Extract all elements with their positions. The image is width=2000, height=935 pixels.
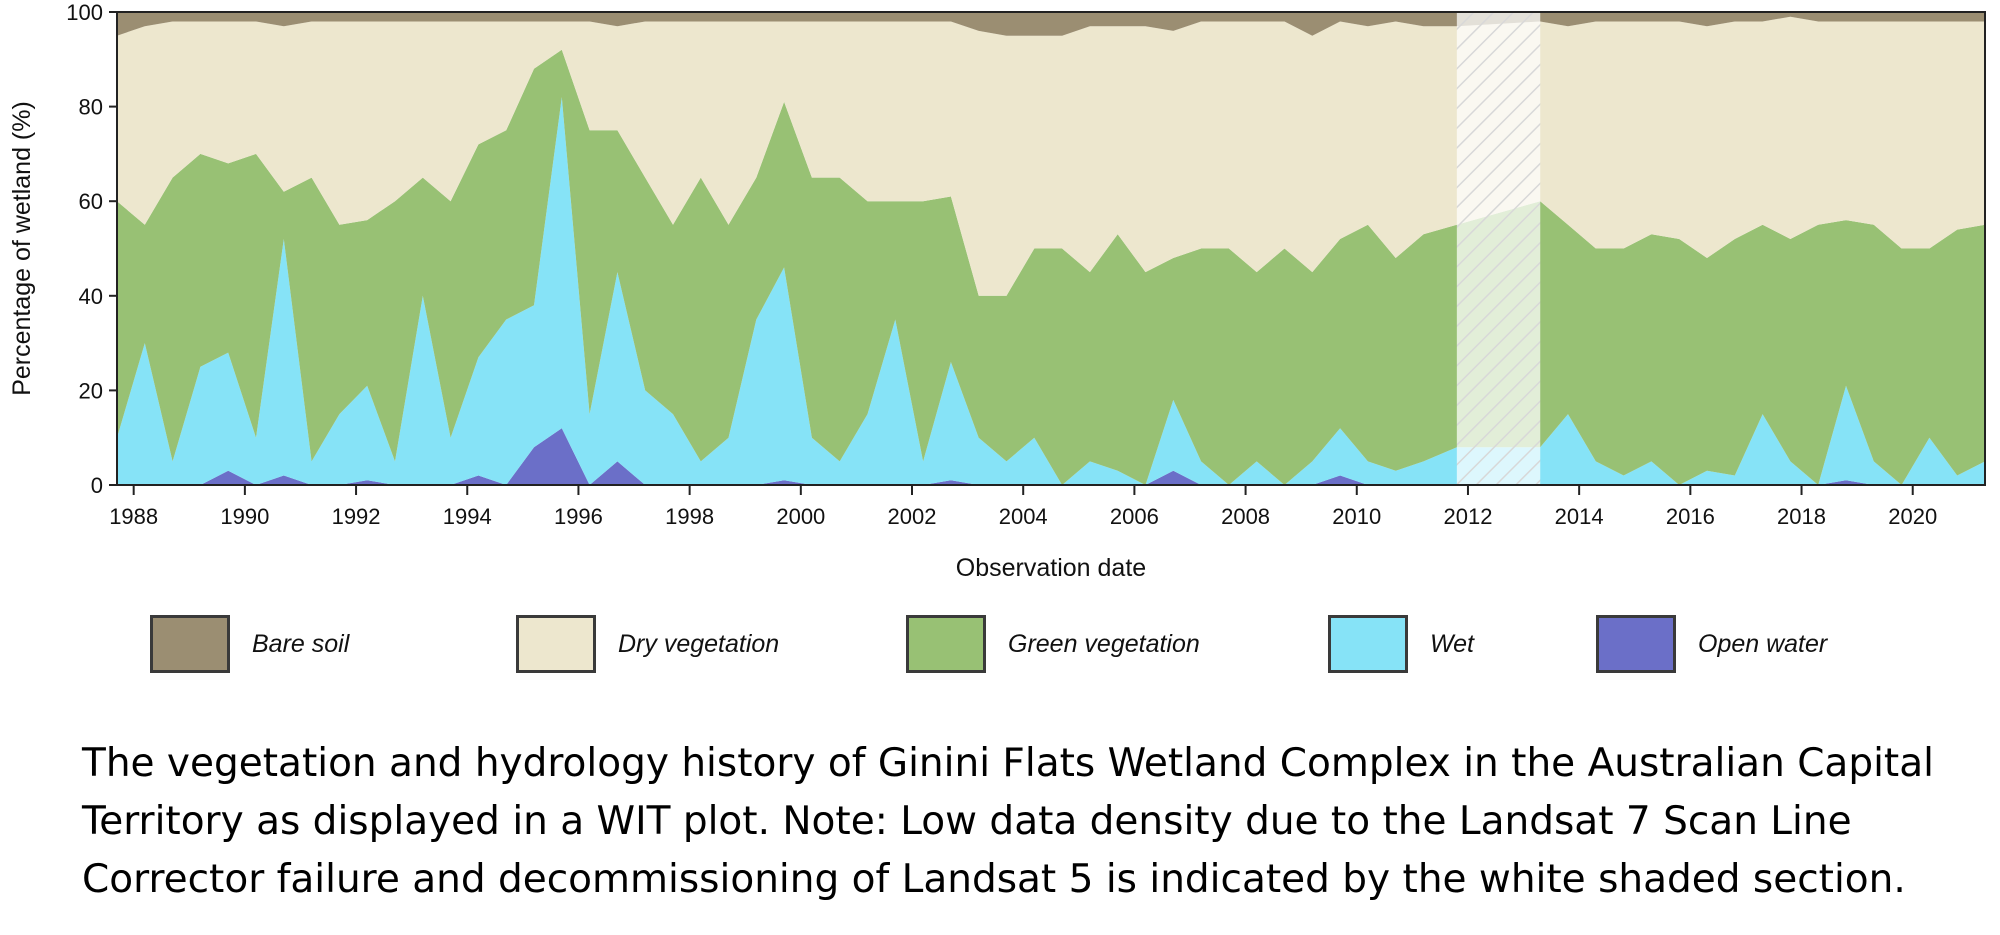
chart-legend: Bare soil Dry vegetation Green vegetatio… <box>150 612 1870 676</box>
x-tick-label-1998: 1998 <box>665 504 714 529</box>
legend-swatch-bare-soil <box>150 615 230 673</box>
x-tick-label-2004: 2004 <box>999 504 1048 529</box>
legend-swatch-dry-vegetation <box>516 615 596 673</box>
x-axis-label: Observation date <box>956 554 1146 582</box>
legend-swatch-open-water <box>1596 615 1676 673</box>
legend-label-dry-vegetation: Dry vegetation <box>618 629 780 658</box>
legend-label-wet: Wet <box>1430 629 1474 658</box>
legend-item-wet: Wet <box>1328 612 1474 676</box>
legend-item-open-water: Open water <box>1596 612 1827 676</box>
x-tick-label-2012: 2012 <box>1443 504 1492 529</box>
x-tick-label-2016: 2016 <box>1666 504 1715 529</box>
y-tick-label-20: 20 <box>79 378 103 403</box>
x-tick-label-2000: 2000 <box>776 504 825 529</box>
x-tick-label-1996: 1996 <box>554 504 603 529</box>
x-tick-label-1994: 1994 <box>443 504 492 529</box>
legend-label-bare-soil: Bare soil <box>252 629 350 658</box>
legend-label-open-water: Open water <box>1698 629 1828 658</box>
y-axis-label: Percentage of wetland (%) <box>8 101 36 396</box>
legend-item-bare-soil: Bare soil <box>150 612 349 676</box>
y-tick-label-60: 60 <box>79 189 103 214</box>
wit-area-chart: 0 20 40 60 80 100 1988 1990 1992 1994 1996 1998 2000… <box>8 0 1986 582</box>
x-tick-label-1992: 1992 <box>332 504 381 529</box>
legend-item-green-vegetation: Green vegetation <box>906 612 1200 676</box>
legend-item-dry-vegetation: Dry vegetation <box>516 612 779 676</box>
y-tick-label-40: 40 <box>79 284 103 309</box>
x-tick-label-2002: 2002 <box>888 504 937 529</box>
x-tick-label-1990: 1990 <box>220 504 269 529</box>
x-tick-label-2020: 2020 <box>1888 504 1937 529</box>
legend-swatch-wet <box>1328 615 1408 673</box>
x-tick-label-2010: 2010 <box>1332 504 1381 529</box>
legend-swatch-green-vegetation <box>906 615 986 673</box>
y-tick-label-80: 80 <box>79 95 103 120</box>
area-series-wet <box>117 97 1985 485</box>
x-tick-label-1988: 1988 <box>109 504 158 529</box>
figure-caption: The vegetation and hydrology history of … <box>82 741 1934 902</box>
x-tick-label-2006: 2006 <box>1110 504 1159 529</box>
x-tick-label-2014: 2014 <box>1555 504 1604 529</box>
y-tick-label-0: 0 <box>91 473 103 498</box>
x-tick-label-2008: 2008 <box>1221 504 1270 529</box>
low-data-density-region <box>1456 12 1541 485</box>
plot-frame <box>116 11 1986 486</box>
legend-label-green-vegetation: Green vegetation <box>1008 629 1200 658</box>
x-tick-label-2018: 2018 <box>1777 504 1826 529</box>
y-tick-label-100: 100 <box>66 0 103 25</box>
